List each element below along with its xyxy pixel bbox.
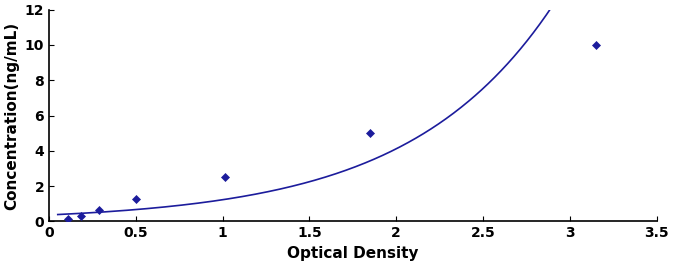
Y-axis label: Concentration(ng/mL): Concentration(ng/mL) bbox=[4, 21, 19, 210]
X-axis label: Optical Density: Optical Density bbox=[287, 246, 419, 261]
